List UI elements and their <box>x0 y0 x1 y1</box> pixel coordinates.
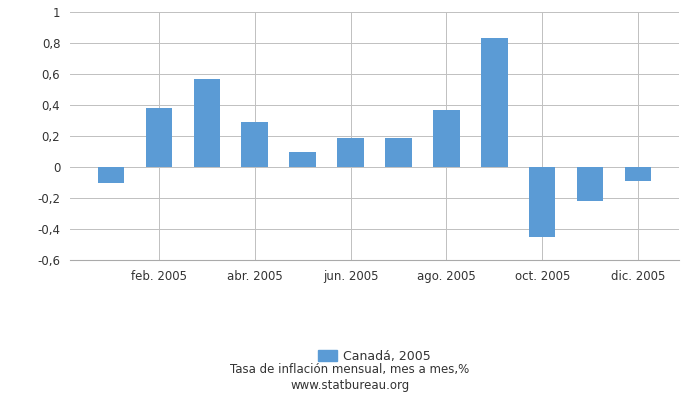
Bar <box>98 167 124 182</box>
Bar <box>289 152 316 167</box>
Legend: Canadá, 2005: Canadá, 2005 <box>313 345 436 368</box>
Bar <box>241 122 268 167</box>
Text: Tasa de inflación mensual, mes a mes,%: Tasa de inflación mensual, mes a mes,% <box>230 364 470 376</box>
Bar <box>529 167 556 237</box>
Bar <box>577 167 603 201</box>
Bar <box>337 138 364 167</box>
Bar <box>625 167 651 181</box>
Bar <box>481 38 508 167</box>
Bar <box>193 79 220 167</box>
Text: www.statbureau.org: www.statbureau.org <box>290 380 410 392</box>
Bar <box>146 108 172 167</box>
Bar <box>433 110 460 167</box>
Bar <box>385 138 412 167</box>
